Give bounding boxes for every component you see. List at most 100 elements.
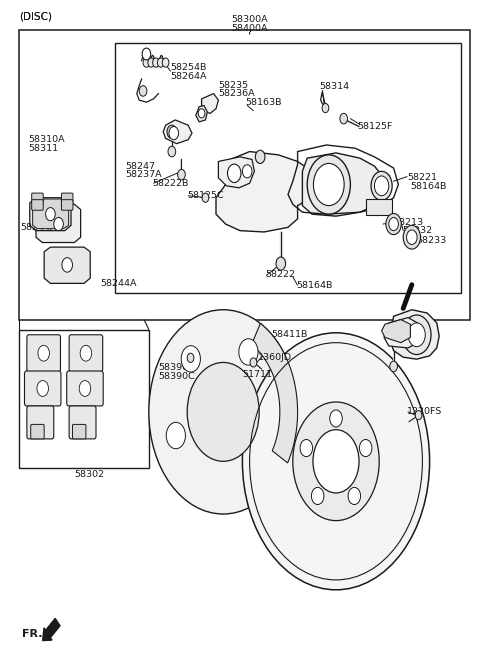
- Circle shape: [312, 488, 324, 505]
- Text: 58236A: 58236A: [218, 89, 255, 98]
- Text: 58221: 58221: [407, 173, 437, 183]
- Text: 58237A: 58237A: [126, 170, 162, 179]
- Text: 58411B: 58411B: [271, 330, 308, 339]
- Text: 58311: 58311: [28, 144, 58, 153]
- Text: 58163B: 58163B: [246, 98, 282, 107]
- Circle shape: [178, 169, 185, 180]
- Text: 51711: 51711: [242, 370, 272, 379]
- FancyBboxPatch shape: [61, 200, 73, 210]
- Circle shape: [322, 103, 329, 113]
- Polygon shape: [44, 247, 90, 283]
- Circle shape: [187, 353, 194, 362]
- Circle shape: [371, 171, 392, 200]
- Circle shape: [276, 257, 286, 270]
- Text: 58300A: 58300A: [231, 15, 268, 24]
- Circle shape: [242, 333, 430, 590]
- Text: 58314: 58314: [319, 82, 349, 92]
- Circle shape: [242, 165, 252, 178]
- Polygon shape: [30, 198, 71, 231]
- FancyBboxPatch shape: [27, 335, 60, 372]
- Circle shape: [157, 58, 164, 67]
- Text: 1220FS: 1220FS: [407, 407, 442, 416]
- Circle shape: [313, 430, 359, 493]
- Circle shape: [54, 217, 63, 231]
- Circle shape: [167, 125, 177, 138]
- FancyBboxPatch shape: [61, 193, 73, 204]
- Circle shape: [313, 163, 344, 206]
- Text: 58400A: 58400A: [231, 24, 268, 33]
- Polygon shape: [252, 324, 298, 463]
- Circle shape: [415, 411, 422, 420]
- Text: (DISC): (DISC): [19, 11, 52, 22]
- Text: 58244A: 58244A: [100, 279, 136, 288]
- FancyBboxPatch shape: [32, 193, 43, 204]
- Polygon shape: [36, 204, 81, 243]
- Bar: [366, 199, 392, 215]
- FancyArrow shape: [43, 618, 60, 641]
- FancyBboxPatch shape: [31, 424, 44, 439]
- Circle shape: [143, 58, 150, 67]
- Text: 58233: 58233: [417, 236, 447, 245]
- Circle shape: [250, 358, 257, 367]
- Circle shape: [37, 380, 48, 397]
- Circle shape: [62, 258, 72, 272]
- Polygon shape: [216, 152, 317, 232]
- Polygon shape: [218, 157, 254, 188]
- Circle shape: [79, 380, 91, 397]
- Polygon shape: [382, 320, 410, 343]
- Circle shape: [386, 214, 401, 235]
- Circle shape: [202, 193, 209, 202]
- Circle shape: [153, 58, 159, 67]
- Circle shape: [407, 230, 417, 244]
- Circle shape: [390, 361, 397, 372]
- Polygon shape: [302, 153, 384, 216]
- Circle shape: [198, 109, 205, 118]
- Circle shape: [389, 217, 398, 231]
- Text: 1360JD: 1360JD: [258, 353, 292, 362]
- Circle shape: [348, 488, 360, 505]
- Text: 58247: 58247: [126, 161, 156, 171]
- Circle shape: [46, 208, 55, 221]
- Circle shape: [403, 225, 420, 249]
- Circle shape: [169, 127, 179, 140]
- Circle shape: [293, 402, 379, 521]
- Circle shape: [187, 362, 259, 461]
- Text: 58302: 58302: [74, 470, 105, 479]
- Text: 58164B: 58164B: [297, 281, 333, 290]
- Text: 58254B: 58254B: [170, 63, 207, 72]
- FancyBboxPatch shape: [69, 335, 103, 372]
- Polygon shape: [163, 120, 192, 144]
- Circle shape: [340, 113, 348, 124]
- FancyBboxPatch shape: [24, 371, 61, 406]
- Text: FR.: FR.: [22, 629, 42, 639]
- Polygon shape: [196, 105, 207, 122]
- Circle shape: [228, 164, 241, 183]
- Text: 58310A: 58310A: [28, 135, 64, 144]
- Circle shape: [181, 346, 201, 372]
- Polygon shape: [202, 94, 218, 113]
- Text: 58244A: 58244A: [20, 223, 57, 232]
- Polygon shape: [384, 318, 418, 348]
- Polygon shape: [390, 310, 439, 359]
- Circle shape: [402, 315, 431, 355]
- Circle shape: [239, 339, 258, 365]
- Circle shape: [330, 410, 342, 427]
- FancyBboxPatch shape: [67, 371, 103, 406]
- Text: 58235: 58235: [218, 80, 249, 90]
- FancyBboxPatch shape: [27, 406, 54, 439]
- Circle shape: [80, 345, 92, 361]
- Text: 58164B: 58164B: [410, 182, 447, 191]
- Circle shape: [360, 440, 372, 457]
- FancyBboxPatch shape: [32, 200, 43, 210]
- Circle shape: [307, 155, 350, 214]
- Circle shape: [162, 58, 169, 67]
- Circle shape: [408, 323, 425, 347]
- Text: 58390B: 58390B: [158, 363, 195, 372]
- Polygon shape: [33, 199, 69, 229]
- Text: (DISC): (DISC): [19, 11, 52, 22]
- Circle shape: [255, 150, 265, 163]
- FancyBboxPatch shape: [72, 424, 86, 439]
- Text: 58222B: 58222B: [153, 179, 189, 188]
- FancyBboxPatch shape: [69, 406, 96, 439]
- Text: 58213: 58213: [394, 217, 424, 227]
